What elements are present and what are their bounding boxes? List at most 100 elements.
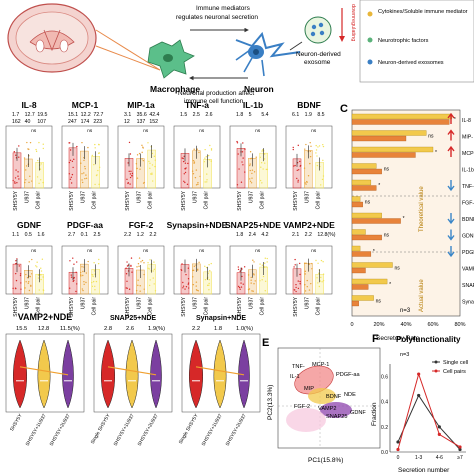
cyto-point [128, 170, 130, 173]
cyto-group-label: Cell pair [148, 191, 154, 210]
cyto-point [183, 180, 185, 182]
cyto-group-label: Cell pair [204, 191, 210, 210]
panel-c-xticks: 0 20% 40% 60% 80% [350, 322, 465, 328]
cyto-num: 2.5 [193, 112, 200, 118]
panel-c-sig: ns [428, 134, 434, 140]
panel-c-bar-theoretical [351, 146, 434, 153]
cyto-point [82, 270, 84, 273]
cyto-point [251, 172, 253, 175]
cyto-point [204, 157, 206, 159]
arrow-down-icon [447, 213, 455, 225]
cyto-num: 1.1 [12, 232, 19, 238]
pca-label: PDGF-aa [336, 372, 361, 378]
legend-neurotrophic: Neurotrophic factors [378, 38, 429, 44]
cyto-point [299, 280, 301, 283]
cyto-point [299, 273, 301, 276]
cyto-point [263, 162, 266, 164]
cyto-point [82, 274, 84, 277]
cyto-point [304, 290, 307, 292]
macrophage-label: Macrophage [150, 84, 200, 94]
cyto-point [261, 150, 263, 152]
cyto-point [40, 267, 42, 269]
pca-label: BDNF [326, 394, 342, 400]
violin-shape [238, 339, 250, 409]
cyto-point [206, 181, 208, 183]
cyto-num: 5 [249, 112, 252, 118]
cyto-point [131, 271, 133, 273]
cyto-group-label: Cell pair [260, 297, 266, 316]
cyto-point [17, 171, 19, 173]
cyto-point [238, 168, 240, 170]
cyto-point [303, 262, 306, 264]
panel-c-xtick: 80% [454, 322, 465, 328]
arrow-up-icon [447, 145, 455, 157]
cyto-point [259, 280, 261, 282]
violin-title: SNAP25+NDE [110, 315, 156, 322]
cyto-point [309, 162, 311, 165]
cyto-point [195, 285, 197, 287]
panel-c-bar-theoretical [351, 196, 361, 202]
pca-label: MCP-1 [312, 362, 329, 368]
cyto-point [149, 259, 151, 261]
cyto-point [299, 283, 301, 285]
panel-c-bars: * IL-8 ns MIP- * MCP-ns IL-1b * TNF-ns FGF- * BDNF n… [351, 112, 474, 307]
cyto-point [98, 183, 100, 186]
cyto-point [255, 156, 257, 158]
cyto-sig: ns [199, 248, 205, 253]
cyto-point [260, 162, 263, 164]
violin-shape [62, 339, 74, 409]
cyto-point [92, 280, 95, 283]
cyto-point [69, 149, 72, 151]
cyto-point [36, 261, 38, 263]
cyto-point [35, 148, 37, 151]
cyto-point [130, 170, 132, 173]
cyto-point [83, 159, 85, 162]
panel-c-sig: ns [376, 299, 382, 305]
cyto-point [40, 274, 42, 276]
cyto-point [24, 287, 26, 289]
cyto-point [243, 266, 246, 268]
cyto-point [236, 142, 239, 144]
cyto-num2: 223 [93, 119, 102, 125]
cyto-num2: 40 [25, 119, 31, 125]
pca-cluster-yellow [308, 388, 336, 404]
cyto-point [185, 273, 187, 276]
cyto-point [195, 169, 198, 171]
cyto-point [203, 160, 206, 163]
cyto-num: 3.1 [124, 112, 131, 118]
cyto-point [322, 143, 324, 146]
cyto-point [307, 175, 310, 177]
cyto-point [131, 172, 134, 175]
cyto-point [240, 286, 243, 288]
cyto-point [250, 282, 252, 284]
cyto-point [242, 283, 244, 285]
cyto-point [210, 262, 212, 265]
cyto-point [69, 260, 71, 262]
panel-f-legend-label: Cell pairs [443, 369, 466, 375]
cyto-group-label: SHSY5Y [293, 190, 299, 210]
panel-f-xlabel: Secretion number [398, 467, 450, 474]
panel-c-sig: * [435, 150, 437, 156]
cyto-title: BDNF [297, 100, 321, 110]
cyto-point [263, 158, 266, 160]
cyto-point [207, 154, 210, 157]
panel-c-xtick: 60% [427, 322, 438, 328]
panel-c-bar-theoretical [351, 245, 361, 252]
cyto-point [12, 287, 14, 290]
cyto-axes [229, 245, 277, 295]
cyto-title: TNF-a [185, 100, 209, 110]
panel-c-bar-actual [351, 234, 382, 241]
cyto-point [297, 179, 299, 181]
pca-label: MIP [304, 386, 314, 392]
cyto-group-label: U937 [248, 191, 254, 203]
cyto-point [204, 148, 206, 151]
exosome-icon [304, 16, 332, 44]
cyto-point [25, 273, 27, 276]
panel-f-letter: F [372, 333, 379, 345]
cyto-point [297, 144, 299, 147]
neuron-label: Neuron [244, 84, 274, 94]
cyto-point [266, 168, 268, 171]
cyto-point [182, 287, 184, 289]
cyto-point [20, 282, 22, 284]
